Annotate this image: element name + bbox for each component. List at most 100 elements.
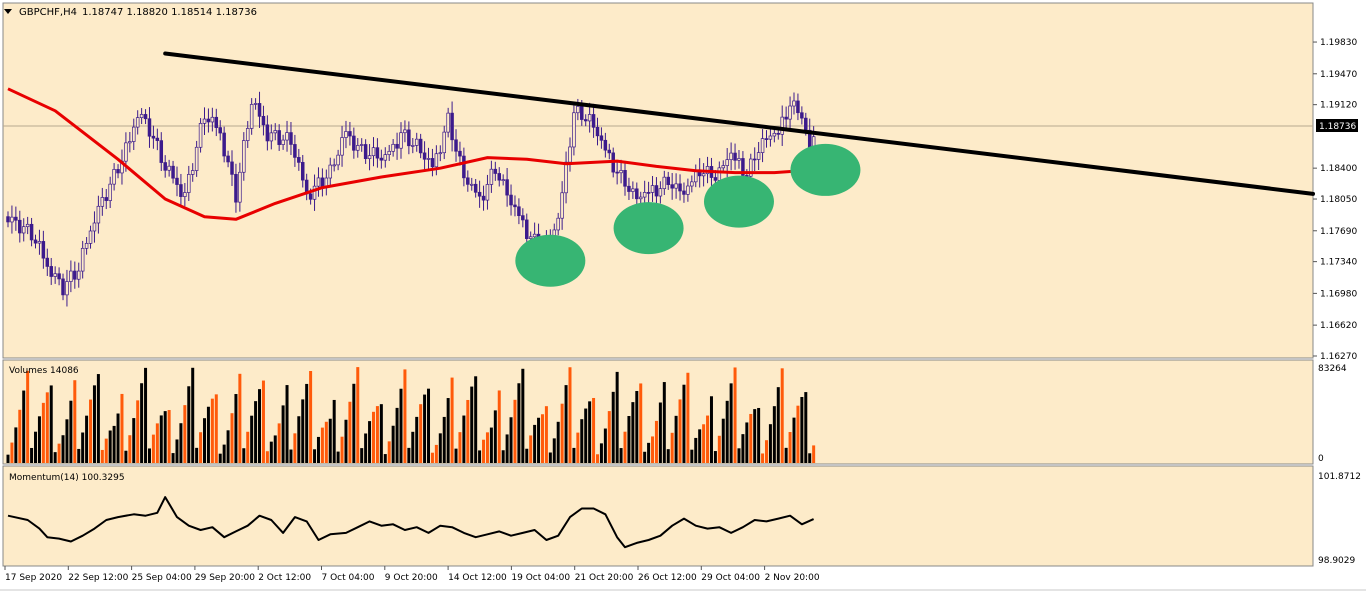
volume-bar xyxy=(81,432,85,463)
candle-body xyxy=(363,144,368,160)
candle-body xyxy=(285,132,289,141)
price-tick-label: 1.17690 xyxy=(1320,227,1357,237)
volume-bar xyxy=(340,436,344,463)
support-marker xyxy=(515,234,586,287)
volume-bar xyxy=(647,442,651,463)
volume-bar xyxy=(395,407,399,463)
volume-bar xyxy=(556,421,560,463)
volume-bar xyxy=(662,382,666,463)
volume-bar xyxy=(136,400,140,463)
candle-body xyxy=(772,132,777,137)
candle-body xyxy=(73,270,77,280)
volume-bar xyxy=(525,448,529,463)
candle-body xyxy=(599,135,604,141)
volume-bar xyxy=(709,396,713,463)
candle-body xyxy=(521,215,525,221)
volume-bar xyxy=(301,399,305,463)
volume-bar xyxy=(419,404,423,463)
volume-bar xyxy=(764,440,768,463)
candle-body xyxy=(25,223,30,228)
volume-bar xyxy=(576,432,580,463)
time-tick-label: 25 Sep 04:00 xyxy=(132,573,192,583)
time-tick-label: 29 Sep 20:00 xyxy=(195,573,255,583)
candle-body xyxy=(391,143,395,152)
candle-body xyxy=(576,106,580,114)
candle-body xyxy=(367,155,372,160)
volume-bar xyxy=(812,445,816,463)
candle-body xyxy=(202,118,207,124)
time-tick-label: 29 Oct 04:00 xyxy=(701,573,760,583)
volume-bar xyxy=(30,447,34,463)
volume-bar xyxy=(360,448,364,463)
candle-body xyxy=(501,179,505,181)
volume-bar xyxy=(564,385,568,463)
symbol-label: GBPCHF,H4 xyxy=(19,7,77,18)
volume-bar xyxy=(599,443,603,463)
candle-body xyxy=(568,146,572,163)
candle-body xyxy=(678,183,682,192)
candle-body xyxy=(717,167,722,181)
last-price-box xyxy=(1316,119,1358,132)
volume-bar xyxy=(489,427,493,463)
volume-bar xyxy=(607,411,611,463)
volume-bar xyxy=(615,371,619,463)
candle-body xyxy=(249,104,254,129)
volume-bar xyxy=(108,430,112,463)
volume-bar xyxy=(737,448,741,463)
candle-body xyxy=(481,195,486,201)
price-tick-label: 1.19470 xyxy=(1320,70,1357,80)
volume-bar xyxy=(313,449,317,463)
candle-body xyxy=(187,174,191,193)
momentum-panel[interactable] xyxy=(2,465,1314,567)
volume-bar xyxy=(10,442,14,463)
candle-body xyxy=(635,188,639,200)
price-tick-label: 1.16620 xyxy=(1320,321,1357,331)
time-axis: 17 Sep 2020 22 Sep 12:00 25 Sep 04:00 29 Se… xyxy=(4,566,820,583)
support-marker xyxy=(790,143,861,196)
candle-body xyxy=(340,137,344,156)
candle-body xyxy=(658,188,663,197)
volume-bar xyxy=(371,411,375,463)
candle-body xyxy=(462,155,466,179)
volume-bar xyxy=(316,436,320,463)
candle-body xyxy=(701,173,706,177)
price-tick-label: 1.16980 xyxy=(1320,289,1357,299)
volume-bar xyxy=(144,367,148,463)
candle-body xyxy=(532,233,537,238)
volume-bar xyxy=(497,390,501,463)
volume-bar xyxy=(513,399,517,463)
volume-bar xyxy=(690,449,694,463)
volume-bar xyxy=(104,438,108,463)
candle-body xyxy=(194,146,199,171)
volume-bar xyxy=(686,372,690,463)
volume-bar xyxy=(619,448,623,463)
volume-bar xyxy=(603,428,607,463)
candle-body xyxy=(234,173,238,203)
volume-bar xyxy=(14,427,18,463)
collapse-triangle-icon[interactable] xyxy=(4,9,12,14)
trendline[interactable] xyxy=(163,51,1315,196)
candle-body xyxy=(426,158,431,160)
candle-body xyxy=(442,131,446,154)
volumes-panel[interactable] xyxy=(2,359,1314,465)
volume-bar xyxy=(210,398,214,463)
candle-body xyxy=(473,183,478,193)
volume-bar xyxy=(175,439,179,463)
volume-bar xyxy=(776,387,780,463)
volume-bar xyxy=(485,432,489,463)
candle-body xyxy=(143,114,148,120)
volume-bar xyxy=(788,432,792,463)
volume-bar xyxy=(482,439,486,463)
volume-bar xyxy=(18,409,22,463)
volume-bar xyxy=(745,422,749,463)
price-tick-label: 1.17340 xyxy=(1320,258,1357,268)
volume-bar xyxy=(462,415,466,463)
candle-body xyxy=(768,135,773,140)
candle-body xyxy=(175,177,179,185)
candle-body xyxy=(686,185,690,195)
candle-body xyxy=(57,273,61,280)
candle-body xyxy=(242,140,246,173)
candle-body xyxy=(619,170,623,174)
volume-bar xyxy=(195,447,199,463)
